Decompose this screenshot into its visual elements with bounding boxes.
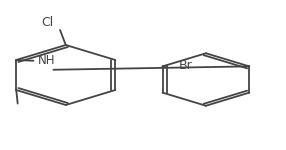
Text: Br: Br bbox=[178, 59, 192, 72]
Text: NH: NH bbox=[38, 54, 55, 66]
Text: Cl: Cl bbox=[41, 15, 53, 28]
